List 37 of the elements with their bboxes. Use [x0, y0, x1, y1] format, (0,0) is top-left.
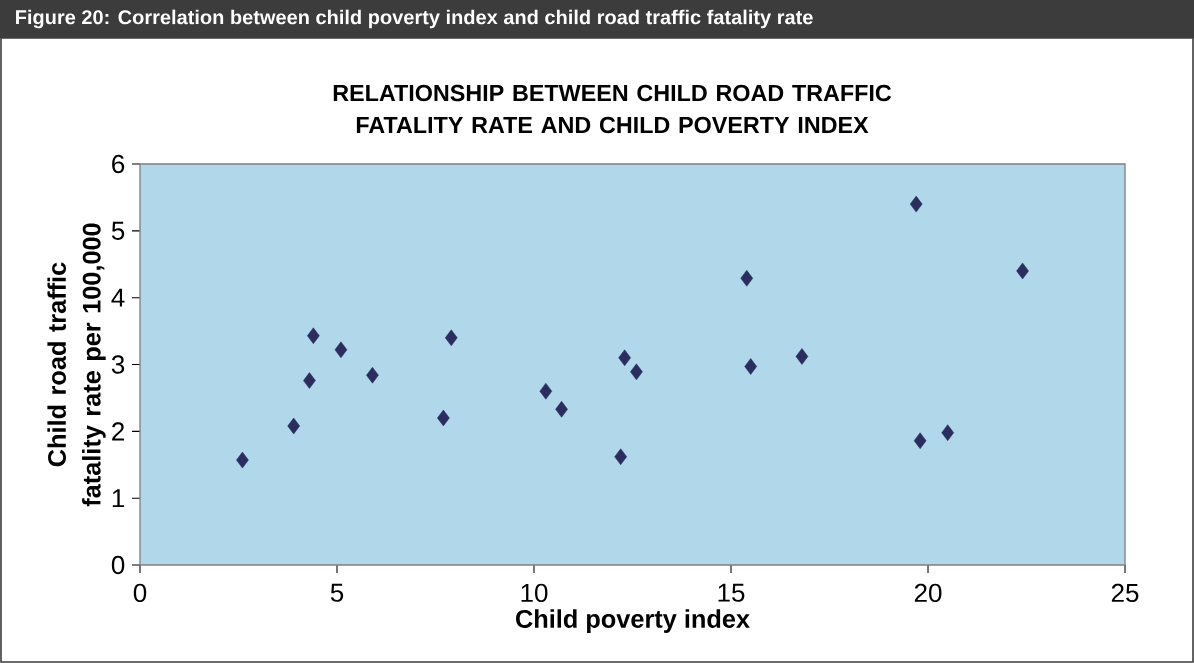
point [334, 341, 348, 359]
y-tick-label: 2 [112, 422, 124, 441]
point [555, 401, 568, 418]
x-tick-label: 5 [330, 583, 344, 602]
point [744, 358, 757, 375]
point [618, 349, 631, 367]
point [287, 417, 300, 435]
point [307, 327, 320, 345]
y-tick-label: 6 [112, 154, 125, 174]
y-axis-title: Child road traffic fatality rate per 100,000 [47, 223, 106, 507]
x-tick-label: 25 [1111, 583, 1139, 603]
point [740, 270, 754, 287]
x-tick-label: 20 [914, 583, 942, 603]
point [1016, 262, 1029, 280]
point [444, 329, 458, 347]
point [303, 372, 316, 389]
point [941, 424, 954, 441]
point [366, 366, 379, 384]
point [236, 451, 249, 469]
caption: Figure 20: Correlation between child poverty index and child road traffic fatality rate [16, 9, 813, 29]
point [539, 382, 553, 400]
y-tick-label: 0 [111, 555, 125, 575]
x-tick-label: 15 [718, 583, 745, 602]
y-tick-label: 4 [111, 288, 125, 307]
point [913, 432, 927, 449]
y-tick-label: 3 [111, 355, 125, 374]
x-tick-label: 10 [521, 583, 548, 603]
y-tick-label: 5 [111, 221, 125, 240]
point [437, 409, 450, 427]
point [909, 195, 923, 213]
point [795, 348, 809, 365]
point [630, 363, 643, 381]
x-axis-title: Child poverty index [516, 609, 750, 633]
point [614, 448, 627, 466]
y-tick-label: 1 [112, 489, 125, 508]
x-tick-label: 0 [133, 583, 147, 603]
chart-title: RELATIONSHIP BETWEEN CHILD ROAD TRAFFIC FATALITY RATE AND CHILD POVERTY INDEX [333, 84, 892, 134]
